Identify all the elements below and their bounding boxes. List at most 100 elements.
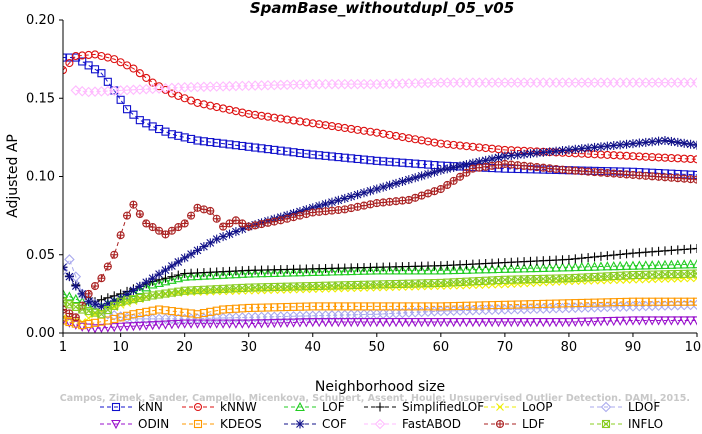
marker-odin — [602, 317, 613, 327]
marker-lof — [63, 288, 68, 298]
marker-odin — [634, 316, 645, 326]
marker-lof — [154, 277, 164, 287]
marker-knn — [219, 139, 228, 148]
marker-kdeos — [334, 302, 343, 311]
marker-ldf — [257, 220, 266, 229]
y-tick-label: 0.00 — [26, 326, 55, 341]
marker-lof — [570, 261, 581, 272]
marker-ldf — [302, 210, 311, 219]
x-tick-label: 20 — [176, 340, 193, 355]
legend-item-inflo: INFLO — [590, 417, 663, 431]
marker-kdeos — [436, 302, 445, 311]
marker-cof — [186, 249, 196, 259]
marker-knn — [257, 144, 266, 153]
marker-lof — [429, 265, 440, 275]
marker-cof — [666, 136, 676, 146]
marker-kdeos — [423, 302, 433, 311]
marker-lof — [442, 265, 453, 275]
marker-lof — [301, 266, 312, 277]
marker-kdeos — [513, 300, 522, 309]
marker-knnw — [142, 73, 151, 82]
marker-odin — [435, 317, 446, 328]
marker-lof — [333, 266, 344, 276]
marker-inflo — [596, 272, 605, 281]
marker-knnw — [122, 61, 132, 70]
marker-odin — [423, 317, 433, 328]
y-axis-ticks: 0.00 0.05 0.10 0.15 0.20 — [26, 13, 63, 341]
marker-knn — [289, 148, 298, 157]
legend-marker-knnw — [193, 402, 203, 412]
marker-kdeos — [660, 297, 670, 306]
marker-inflo — [513, 275, 522, 284]
marker-kdeos — [385, 302, 394, 311]
marker-inflo — [327, 281, 337, 290]
marker-odin — [256, 319, 267, 329]
marker-inflo — [289, 282, 298, 291]
marker-cof — [365, 186, 375, 196]
marker-ldf — [71, 313, 80, 322]
marker-lof — [205, 270, 216, 280]
legend-item-loop: LoOP — [484, 400, 553, 414]
marker-lof — [685, 259, 696, 269]
marker-knn — [155, 124, 164, 134]
marker-lof — [391, 265, 401, 275]
marker-ldf — [468, 164, 477, 173]
marker-kdeos — [63, 316, 68, 325]
legend-marker-ldof — [600, 401, 612, 413]
marker-knnw — [63, 66, 68, 75]
marker-kdeos — [692, 297, 697, 306]
legend-marker-ldf — [495, 419, 505, 429]
marker-kdeos — [276, 303, 285, 312]
marker-lof — [672, 259, 683, 269]
series-inflo — [63, 269, 697, 319]
marker-lof — [198, 270, 209, 280]
marker-odin — [519, 317, 530, 328]
marker-lof — [621, 260, 632, 270]
marker-ldf — [103, 262, 112, 271]
marker-kdeos — [584, 298, 593, 307]
marker-cof — [397, 177, 407, 187]
marker-cof — [410, 173, 420, 183]
marker-inflo — [398, 279, 407, 288]
marker-kdeos — [667, 297, 676, 306]
marker-lof — [192, 270, 203, 281]
marker-knn — [359, 155, 369, 164]
marker-odin — [237, 319, 248, 329]
marker-knn — [372, 156, 381, 165]
marker-odin — [653, 316, 664, 326]
marker-odin — [589, 317, 600, 327]
marker-knn — [148, 122, 157, 131]
marker-inflo — [366, 280, 375, 289]
marker-lof — [666, 259, 677, 269]
legend-marker-kdeos — [193, 419, 203, 429]
marker-knn — [404, 159, 413, 168]
legend-label: LDF — [522, 417, 545, 431]
marker-kdeos — [462, 301, 471, 310]
marker-kdeos — [103, 316, 112, 325]
marker-odin — [397, 317, 408, 328]
marker-kdeos — [148, 306, 157, 315]
marker-knn — [391, 158, 401, 167]
marker-ldf — [225, 219, 234, 228]
marker-knn — [206, 138, 215, 147]
marker-kdeos — [225, 305, 234, 314]
marker-inflo — [103, 305, 112, 315]
marker-knn — [174, 131, 183, 140]
marker-lof — [615, 260, 626, 271]
marker-knn — [398, 158, 407, 167]
marker-inflo — [417, 279, 426, 288]
marker-lof — [307, 266, 318, 277]
marker-kdeos — [456, 301, 465, 310]
x-tick-label: 70 — [497, 340, 514, 355]
marker-odin — [615, 316, 626, 326]
marker-knnw — [206, 101, 215, 110]
marker-kdeos — [78, 321, 87, 330]
marker-simplifiedlof — [615, 249, 625, 259]
series-ldf — [63, 159, 697, 322]
marker-lof — [384, 265, 395, 275]
marker-inflo — [283, 282, 292, 291]
marker-odin — [346, 317, 357, 328]
marker-odin — [557, 317, 568, 328]
marker-inflo — [423, 279, 433, 288]
marker-ldf — [315, 207, 324, 216]
